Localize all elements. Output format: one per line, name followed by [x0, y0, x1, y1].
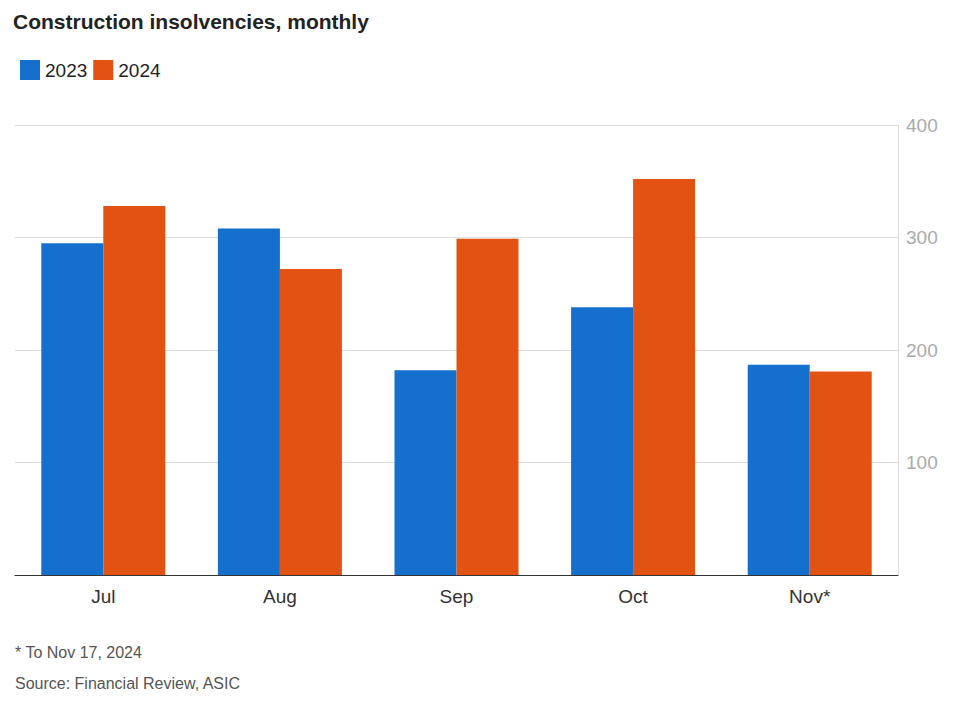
- svg-text:200: 200: [906, 340, 938, 361]
- svg-text:100: 100: [906, 452, 938, 473]
- svg-text:Source: Financial Review, ASIC: Source: Financial Review, ASIC: [15, 675, 240, 692]
- svg-text:2024: 2024: [118, 60, 161, 81]
- svg-text:Aug: Aug: [263, 586, 297, 607]
- svg-text:* To Nov 17, 2024: * To Nov 17, 2024: [15, 644, 142, 661]
- svg-text:Oct: Oct: [618, 586, 648, 607]
- svg-text:2023: 2023: [45, 60, 87, 81]
- svg-text:Nov*: Nov*: [789, 586, 831, 607]
- svg-text:300: 300: [906, 227, 938, 248]
- svg-text:Jul: Jul: [91, 586, 115, 607]
- svg-text:Construction insolvencies, mon: Construction insolvencies, monthly: [13, 10, 369, 33]
- svg-text:Sep: Sep: [440, 586, 474, 607]
- svg-text:400: 400: [906, 115, 938, 136]
